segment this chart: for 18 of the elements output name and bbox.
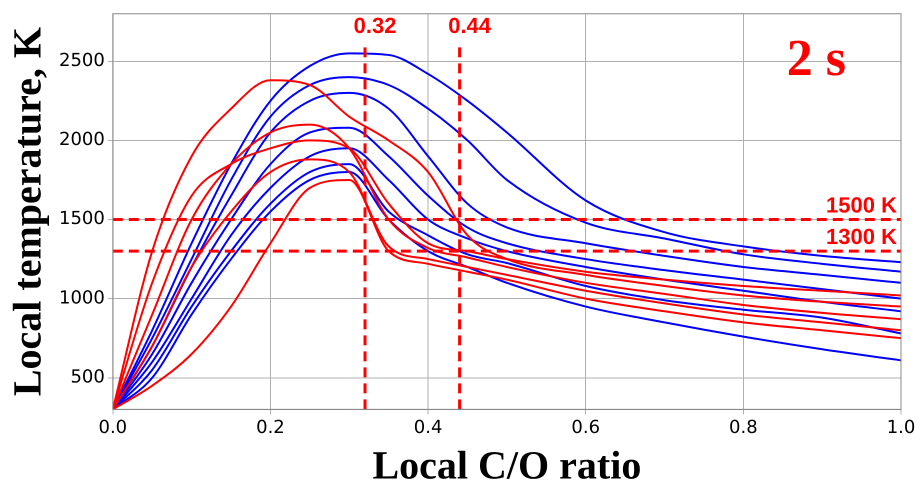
x-axis-title: Local C/O ratio bbox=[372, 442, 642, 488]
y-tick-label: 1000 bbox=[58, 287, 105, 308]
ref-line-label: 0.32 bbox=[354, 12, 396, 38]
x-tick-label: 0.4 bbox=[414, 416, 442, 438]
ref-line-label: 1300 K bbox=[826, 224, 898, 250]
y-tick-label: 2000 bbox=[58, 129, 105, 150]
y-tick-label: 2500 bbox=[58, 50, 105, 71]
ref-line-label: 0.44 bbox=[448, 12, 492, 38]
ref-line-label: 1500 K bbox=[826, 192, 898, 218]
x-tick-label: 0.0 bbox=[98, 416, 128, 438]
y-tick-label: 1500 bbox=[58, 208, 105, 230]
y-tick-label: 500 bbox=[70, 366, 105, 388]
y-axis-title: Local temperature, K bbox=[4, 27, 50, 396]
x-tick-label: 0.2 bbox=[256, 416, 285, 438]
x-tick-label: 1.0 bbox=[886, 416, 916, 438]
x-tick-label: 0.8 bbox=[729, 416, 758, 438]
annotation: 2 s bbox=[786, 30, 846, 88]
x-tick-label: 0.6 bbox=[571, 416, 600, 438]
